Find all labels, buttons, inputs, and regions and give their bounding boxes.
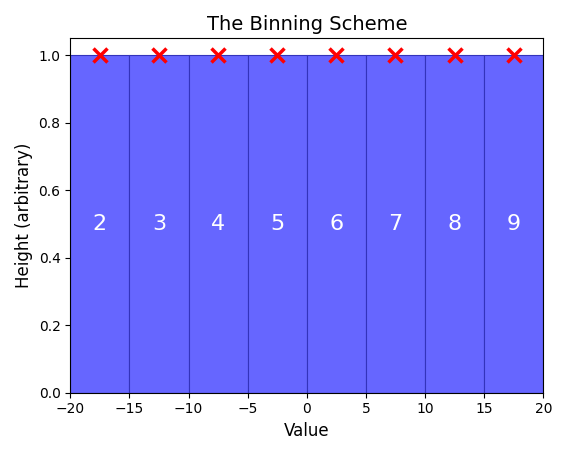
Y-axis label: Height (arbitrary): Height (arbitrary) [15,143,33,288]
Text: 5: 5 [270,214,284,234]
Text: 9: 9 [507,214,521,234]
Bar [484,55,543,393]
Text: 3: 3 [152,214,166,234]
Text: 7: 7 [388,214,403,234]
X-axis label: Value: Value [284,422,329,440]
Text: 6: 6 [329,214,344,234]
Bar [425,55,484,393]
Text: 4: 4 [211,214,225,234]
Bar [248,55,307,393]
Text: 2: 2 [93,214,107,234]
Bar [188,55,248,393]
Bar [70,55,129,393]
Bar [307,55,366,393]
Text: 8: 8 [447,214,462,234]
Title: The Binning Scheme: The Binning Scheme [206,15,407,34]
Bar [129,55,188,393]
Bar [366,55,425,393]
